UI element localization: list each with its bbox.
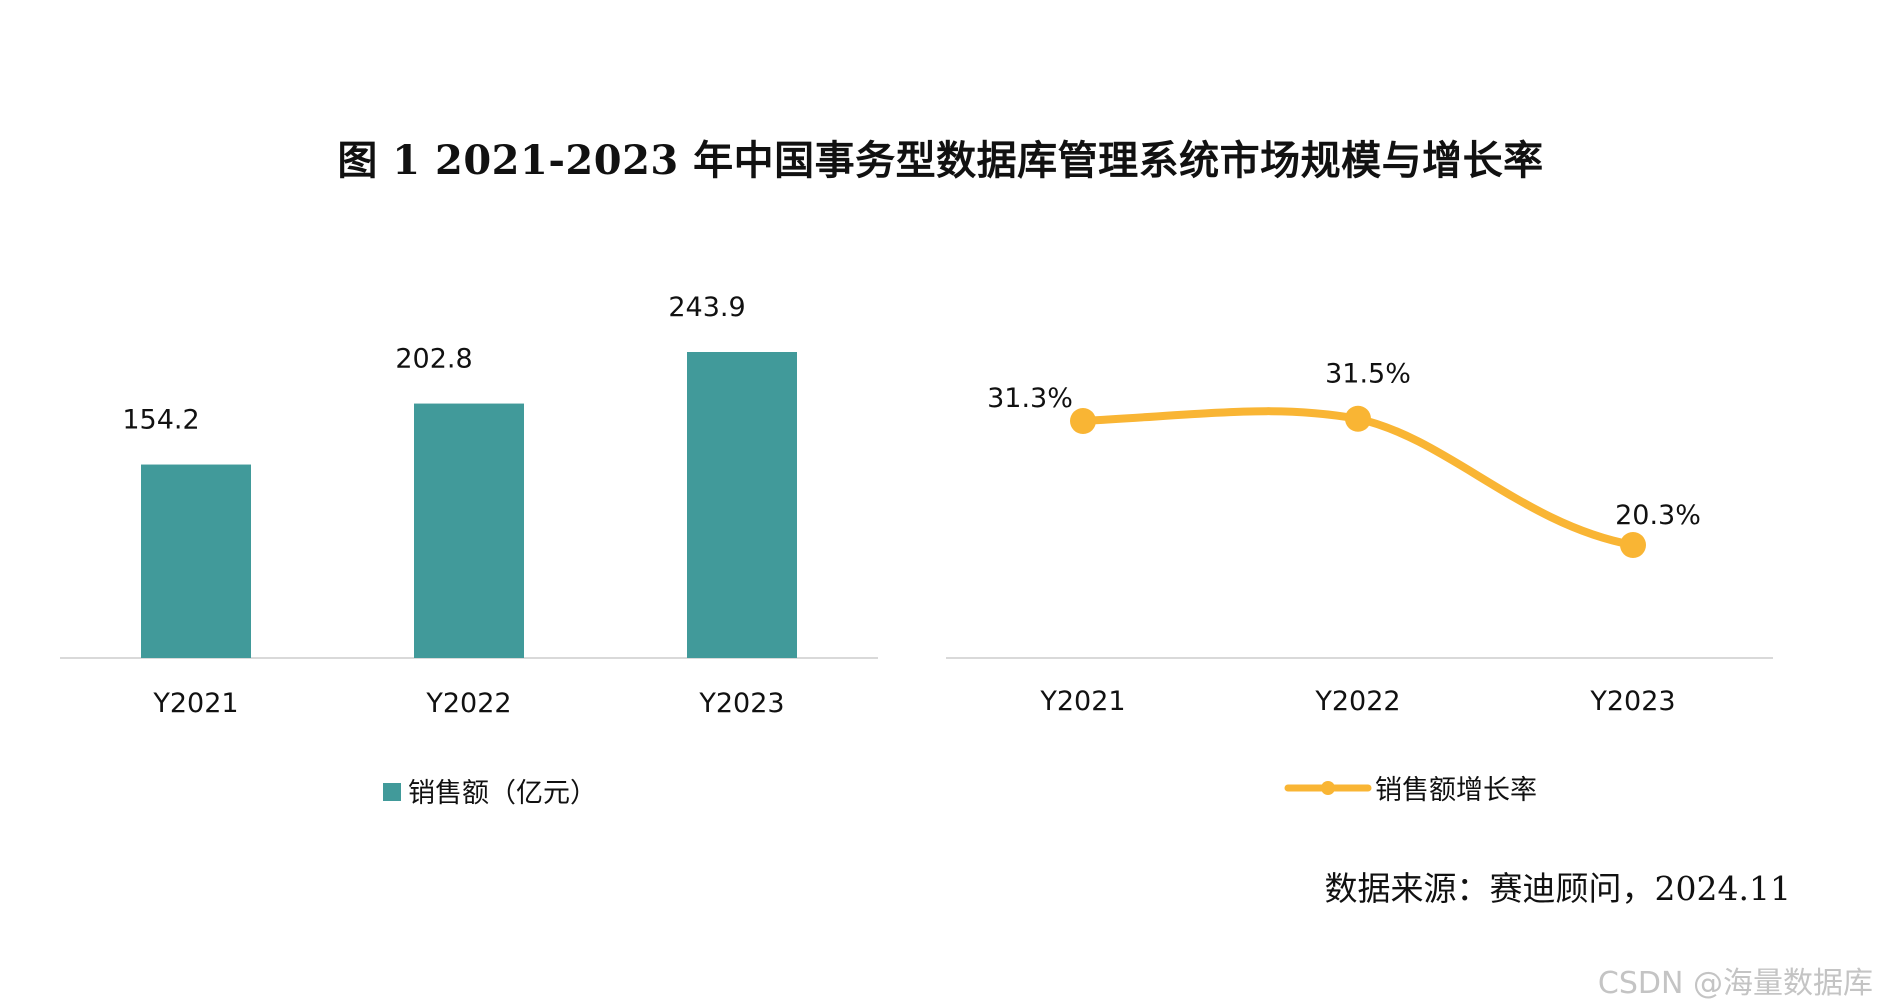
source-note: 数据来源：赛迪顾问，2024.11 [1324,869,1791,908]
line-value-label-Y2023: 20.3% [1615,500,1701,531]
line-point-Y2023 [1620,532,1646,558]
line-tick-label-Y2021: Y2021 [1039,686,1125,717]
bar-tick-label-Y2021: Y2021 [152,688,238,719]
bar-Y2022 [414,403,524,658]
bar-value-label-Y2023: 243.9 [668,292,745,323]
watermark: CSDN @海量数据库 [1597,966,1873,1001]
line-legend-label: 销售额增长率 [1375,775,1537,806]
line-value-label-Y2021: 31.3% [987,383,1073,414]
line-tick-label-Y2022: Y2022 [1314,686,1400,717]
bar-tick-label-Y2023: Y2023 [698,688,784,719]
line-chart: 31.3% Y2021 31.5% Y2022 20.3% Y2023 销售额增长率 [946,359,1773,806]
line-tick-label-Y2023: Y2023 [1589,686,1675,717]
line-value-label-Y2022: 31.5% [1325,359,1411,390]
line-legend-marker [1321,781,1335,795]
bar-value-label-Y2022: 202.8 [395,344,472,375]
bar-Y2021 [141,464,251,658]
figure-title: 图 1 2021-2023 年中国事务型数据库管理系统市场规模与增长率 [337,137,1544,184]
line-point-Y2021 [1070,408,1096,434]
bar-chart: 154.2 Y2021 202.8 Y2022 243.9 Y2023 销售额（亿元） [60,292,878,809]
bar-legend-label: 销售额（亿元） [408,778,597,809]
bar-legend-swatch [383,783,401,801]
bar-Y2023 [687,352,797,658]
bar-tick-label-Y2022: Y2022 [425,688,511,719]
line-point-Y2022 [1345,405,1371,432]
bar-value-label-Y2021: 154.2 [122,405,199,436]
